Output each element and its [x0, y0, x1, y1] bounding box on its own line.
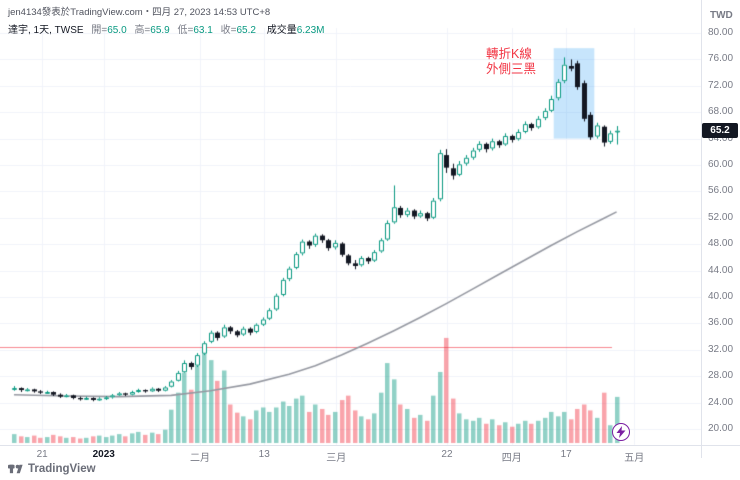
open-label: 開=	[91, 25, 108, 36]
time-tick-label: 13	[258, 449, 270, 460]
price-tick-label: 28.00	[708, 370, 734, 382]
tradingview-logo[interactable]: TradingView	[8, 461, 96, 476]
published-byline: jen4134發表於TradingView.com・四月 27, 2023 14…	[8, 7, 271, 18]
price-tick-label: 76.00	[708, 53, 734, 65]
volume-label[interactable]: 成交量	[266, 25, 297, 36]
high-label: 高=	[134, 25, 151, 36]
boost-spark-icon[interactable]	[612, 423, 630, 441]
time-axis-separator	[0, 445, 740, 446]
price-tick-label: 52.00	[708, 211, 734, 223]
price-axis-separator	[701, 0, 702, 458]
time-tick-label: 五月	[624, 453, 645, 464]
price-tick-label: 48.00	[708, 238, 734, 250]
annotation-line2: 外側三黑	[486, 62, 537, 76]
symbol-title[interactable]: 達宇, 1天, TWSE	[8, 25, 84, 36]
price-tick-label: 40.00	[708, 291, 734, 302]
lightning-bolt-icon	[616, 426, 626, 438]
time-tick-label: 三月	[326, 453, 347, 464]
time-axis[interactable]: 21 2023 二月 13 三月 22 四月 17 五月	[0, 445, 740, 464]
tradingview-logo-icon	[8, 464, 23, 474]
price-tick-label: 60.00	[708, 159, 734, 170]
time-tick-label: 17	[560, 449, 572, 460]
price-tick-label: 36.00	[708, 317, 734, 329]
time-tick-label: 22	[441, 449, 453, 460]
close-value: 65.2	[236, 25, 256, 36]
volume-value: 6.23M	[296, 25, 325, 36]
price-tick-label: 44.00	[708, 264, 734, 276]
time-tick-label: 二月	[190, 453, 211, 464]
time-tick-label: 四月	[501, 453, 522, 464]
last-price-badge[interactable]: 65.2	[702, 122, 738, 138]
price-tick-label: 64.00	[708, 132, 734, 144]
symbol-legend: 達宇, 1天, TWSE 開=65.0 高=65.9 低=63.1 收=65.2…	[8, 21, 325, 36]
price-tick-label: 80.00	[708, 27, 734, 38]
annotation-line1: 轉折K線	[486, 47, 532, 61]
low-label: 低=	[177, 25, 194, 36]
price-tick-label: 20.00	[708, 423, 734, 434]
open-value: 65.0	[107, 25, 127, 36]
time-tick-label: 21	[36, 449, 48, 460]
high-value: 65.9	[150, 25, 170, 36]
price-tick-label: 72.00	[708, 79, 734, 91]
time-tick-label: 2023	[92, 449, 115, 460]
currency-label: TWD	[710, 10, 733, 21]
price-tick-label: 56.00	[708, 185, 734, 197]
tradingview-logo-text: TradingView	[28, 462, 96, 475]
close-label: 收=	[220, 25, 237, 36]
price-tick-label: 68.00	[708, 106, 734, 118]
price-tick-label: 32.00	[708, 343, 734, 355]
low-value: 63.1	[193, 25, 213, 36]
price-tick-label: 24.00	[708, 396, 734, 408]
price-axis[interactable]: TWD 80.00 76.00 72.00 68.00 64.00 60.00 56.00 5…	[702, 0, 740, 458]
annotation-note[interactable]: 轉折K線 外側三黑	[486, 47, 536, 77]
